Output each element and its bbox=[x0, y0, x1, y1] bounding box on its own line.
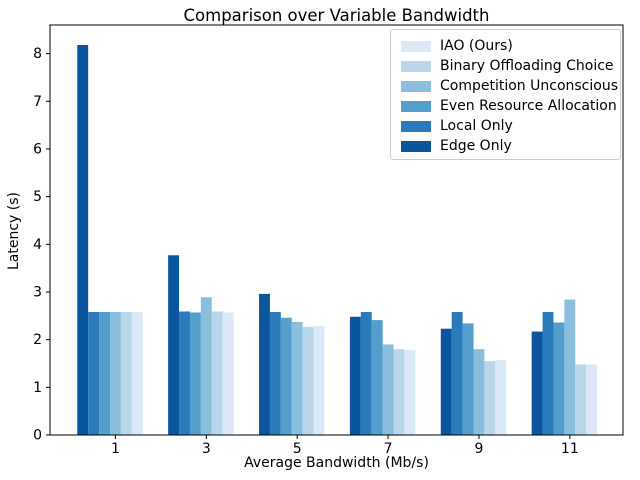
bar-binary-offloading-choice-bw11 bbox=[575, 364, 587, 435]
x-tick-label: 11 bbox=[561, 441, 579, 457]
x-axis-label: Average Bandwidth (Mb/s) bbox=[244, 455, 429, 471]
y-tick-label: 1 bbox=[33, 380, 42, 396]
legend-swatch-icon bbox=[401, 60, 431, 72]
bar-even-resource-allocation-bw7 bbox=[371, 320, 383, 435]
legend-label: Local Only bbox=[440, 118, 513, 134]
plot-spines bbox=[49, 24, 624, 436]
bar-competition-unconscious-bw9 bbox=[473, 349, 485, 435]
bar-even-resource-allocation-bw11 bbox=[553, 322, 565, 435]
y-tick-label: 4 bbox=[33, 237, 42, 253]
bar-binary-offloading-choice-bw1 bbox=[120, 312, 132, 435]
legend-item-edge-only: Edge Only bbox=[401, 136, 612, 156]
bar-binary-offloading-choice-bw7 bbox=[393, 349, 405, 435]
legend-label: Edge Only bbox=[440, 138, 512, 154]
chart-title: Comparison over Variable Bandwidth bbox=[183, 6, 490, 25]
legend-item-even-resource-allocation: Even Resource Allocation bbox=[401, 96, 617, 116]
y-tick-label: 3 bbox=[33, 284, 42, 300]
bar-competition-unconscious-bw7 bbox=[382, 344, 394, 435]
bar-edge-only-bw5 bbox=[259, 293, 270, 435]
bar-edge-only-bw9 bbox=[440, 328, 452, 435]
bar-local-only-bw7 bbox=[360, 312, 372, 435]
y-tick-label: 0 bbox=[33, 428, 42, 444]
legend-swatch-icon bbox=[401, 100, 431, 112]
bar-even-resource-allocation-bw1 bbox=[99, 312, 110, 435]
bar-local-only-bw3 bbox=[179, 311, 190, 435]
bar-local-only-bw1 bbox=[88, 312, 100, 435]
y-tick-label: 2 bbox=[33, 332, 42, 348]
y-tick-label: 8 bbox=[33, 46, 42, 62]
bar-iao-ours--bw5 bbox=[313, 325, 325, 435]
bar-competition-unconscious-bw5 bbox=[291, 322, 303, 435]
legend-item-competition-unconscious: Competition Unconscious bbox=[401, 76, 618, 96]
bar-local-only-bw9 bbox=[451, 312, 463, 435]
legend-label: Even Resource Allocation bbox=[440, 98, 617, 114]
legend-label: Competition Unconscious bbox=[440, 78, 618, 94]
y-tick-label: 7 bbox=[33, 94, 42, 110]
bar-even-resource-allocation-bw3 bbox=[189, 312, 201, 435]
bar-iao-ours--bw1 bbox=[131, 312, 143, 435]
legend-label: Binary Offloading Choice bbox=[440, 58, 614, 74]
bar-edge-only-bw7 bbox=[349, 316, 361, 435]
bar-iao-ours--bw7 bbox=[404, 350, 416, 435]
legend: IAO (Ours) Binary Offloading Choice Compet… bbox=[390, 29, 621, 160]
x-tick-label: 9 bbox=[474, 441, 483, 457]
bar-even-resource-allocation-bw5 bbox=[280, 317, 292, 435]
y-axis-label: Latency (s) bbox=[6, 192, 22, 271]
bar-competition-unconscious-bw1 bbox=[109, 312, 121, 435]
legend-item-binary-offloading-choice: Binary Offloading Choice bbox=[401, 56, 614, 76]
x-tick-label: 3 bbox=[202, 441, 211, 457]
x-tick-label: 7 bbox=[384, 441, 393, 457]
bar-even-resource-allocation-bw9 bbox=[462, 323, 474, 435]
x-tick-label: 1 bbox=[111, 441, 120, 457]
legend-swatch-icon bbox=[401, 140, 431, 152]
legend-item-iao-ours-: IAO (Ours) bbox=[401, 36, 612, 56]
bar-local-only-bw11 bbox=[542, 312, 554, 435]
legend-swatch-icon bbox=[401, 120, 431, 132]
bar-binary-offloading-choice-bw9 bbox=[484, 361, 496, 435]
bar-iao-ours--bw11 bbox=[586, 364, 598, 435]
bar-local-only-bw5 bbox=[269, 312, 281, 435]
y-tick-label: 5 bbox=[33, 189, 42, 205]
bar-binary-offloading-choice-bw3 bbox=[211, 311, 223, 435]
bar-iao-ours--bw3 bbox=[222, 312, 234, 435]
bar-edge-only-bw3 bbox=[168, 255, 180, 435]
bar-competition-unconscious-bw3 bbox=[200, 297, 212, 435]
bar-binary-offloading-choice-bw5 bbox=[302, 326, 314, 435]
x-tick-label: 5 bbox=[293, 441, 302, 457]
bar-edge-only-bw11 bbox=[531, 331, 543, 435]
y-tick-label: 6 bbox=[33, 141, 42, 157]
bar-iao-ours--bw9 bbox=[495, 360, 507, 435]
legend-swatch-icon bbox=[401, 80, 431, 92]
legend-swatch-icon bbox=[401, 40, 431, 52]
bar-competition-unconscious-bw11 bbox=[564, 299, 576, 435]
bar-edge-only-bw1 bbox=[77, 45, 89, 436]
legend-item-local-only: Local Only bbox=[401, 116, 612, 136]
legend-label: IAO (Ours) bbox=[440, 38, 513, 54]
